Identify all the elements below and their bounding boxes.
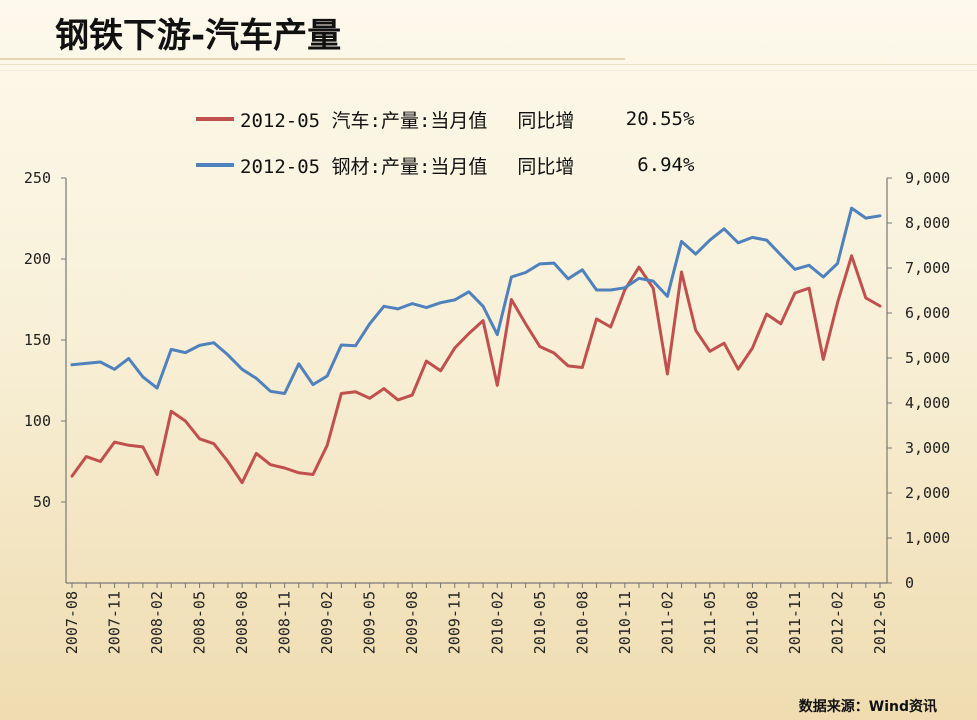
title-underline (0, 64, 977, 65)
legend-swatch-auto (196, 117, 234, 121)
x-tick-label: 2007-11 (106, 591, 124, 654)
left-y-tick-label: 150 (24, 331, 51, 349)
series-line-auto (70, 254, 882, 485)
right-y-tick-label: 5,000 (905, 349, 950, 367)
title-underline (0, 70, 977, 71)
x-tick-label: 2011-05 (701, 591, 719, 654)
series-layer (70, 206, 882, 485)
x-tick-label: 2009-05 (361, 591, 379, 654)
x-tick-label: 2008-08 (233, 591, 251, 654)
x-tick-label: 2008-11 (276, 591, 294, 654)
left-y-tick-label: 250 (24, 169, 51, 187)
right-y-tick-label: 9,000 (905, 169, 950, 187)
right-y-tick-label: 4,000 (905, 394, 950, 412)
right-y-tick-label: 2,000 (905, 484, 950, 502)
x-tick-label: 2008-05 (191, 591, 209, 654)
x-tick-label: 2010-08 (573, 591, 591, 654)
page-title: 钢铁下游-汽车产量 (55, 16, 342, 56)
right-y-tick-label: 6,000 (905, 304, 950, 322)
x-tick-label: 2010-05 (531, 591, 549, 654)
chart-legend: 2012-05 汽车:产量:当月值 同比增 20.55% 2012-05 钢材:… (196, 96, 694, 188)
right-y-tick-label: 0 (905, 574, 914, 592)
series-line-steel (70, 206, 882, 395)
x-tick-label: 2011-11 (786, 591, 804, 654)
x-tick-label: 2012-02 (828, 591, 846, 654)
legend-swatch-steel (196, 163, 234, 167)
x-tick-label: 2010-11 (616, 591, 634, 654)
data-source: 数据来源：Wind资讯 (798, 699, 937, 715)
legend-label: 2012-05 钢材:产量:当月值 (240, 155, 488, 178)
x-tick-label: 2008-02 (148, 591, 166, 654)
left-y-tick-label: 200 (24, 250, 51, 268)
right-y-tick-label: 1,000 (905, 529, 950, 547)
title-underline (0, 58, 625, 60)
right-y-tick-label: 7,000 (905, 259, 950, 277)
x-tick-label: 2010-02 (488, 591, 506, 654)
legend-yoy-label: 同比增 (517, 109, 575, 132)
left-y-tick-label: 100 (24, 412, 51, 430)
x-tick-label: 2012-05 (871, 591, 889, 654)
legend-label: 2012-05 汽车:产量:当月值 (240, 109, 488, 132)
right-y-tick-label: 3,000 (905, 439, 950, 457)
legend-yoy-value: 20.55% (625, 108, 695, 130)
legend-item-auto: 2012-05 汽车:产量:当月值 同比增 20.55% (196, 96, 694, 142)
x-tick-label: 2009-02 (318, 591, 336, 654)
legend-yoy-label: 同比增 (517, 155, 575, 178)
left-y-tick-label: 50 (33, 493, 51, 511)
x-tick-label: 2011-02 (658, 591, 676, 654)
x-tick-label: 2009-08 (403, 591, 421, 654)
x-tick-label: 2009-11 (446, 591, 464, 654)
chart-axes: 250 200 150 100 50 9,000 8,000 7,000 6,000 5,000 4… (24, 169, 950, 654)
x-tick-label: 2011-08 (743, 591, 761, 654)
right-y-tick-label: 8,000 (905, 214, 950, 232)
legend-yoy-value: 6.94% (637, 154, 695, 176)
legend-item-steel: 2012-05 钢材:产量:当月值 同比增 6.94% (196, 142, 694, 188)
x-tick-label: 2007-08 (63, 591, 81, 654)
